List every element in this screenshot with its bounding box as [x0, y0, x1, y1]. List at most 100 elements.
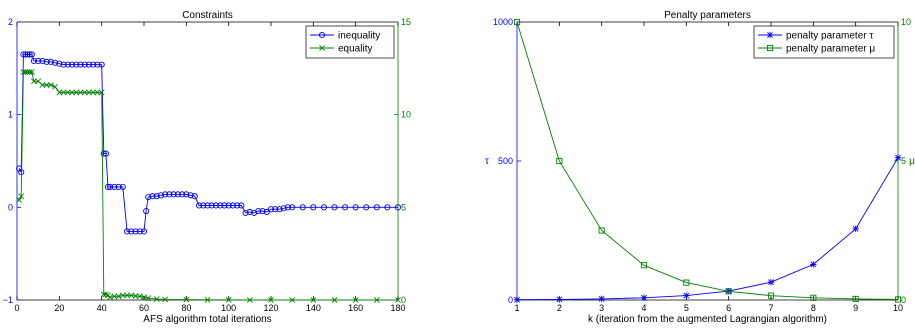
data-point [170, 191, 177, 198]
data-point [111, 293, 118, 300]
data-point [217, 202, 224, 209]
marker-stroke [289, 297, 296, 303]
data-point [68, 61, 76, 68]
marker-stroke [56, 89, 63, 96]
data-point [212, 202, 220, 209]
data-point [195, 202, 203, 209]
data-point [894, 154, 902, 161]
data-point [153, 296, 160, 302]
data-point [640, 294, 648, 301]
marker-stroke [31, 78, 37, 85]
data-point [20, 51, 27, 58]
marker-stroke [18, 193, 25, 200]
data-point [363, 204, 370, 211]
legend: penalty parameter τ penalty parameter μ [753, 25, 895, 59]
y-tick-label: 500 [498, 156, 513, 166]
data-point [852, 225, 859, 233]
constraints-chart: 0 20 40 60 80 100 120 140 160 180−1012051015Const… [3, 10, 411, 325]
plot-area [517, 22, 898, 300]
x-tick-label: 20 [54, 303, 64, 313]
marker-stroke [119, 292, 126, 299]
data-point [132, 228, 139, 235]
data-point [104, 183, 112, 190]
data-point [153, 193, 160, 200]
data-point [30, 57, 37, 64]
marker-stroke [352, 297, 359, 303]
marker-stroke [39, 82, 46, 88]
series-line [18, 53, 398, 232]
data-point [234, 202, 241, 209]
y-tick-label: 0 [508, 295, 513, 305]
marker-stroke [98, 89, 105, 96]
y-right-tick-label: 5 [401, 202, 406, 212]
legend-box [305, 25, 395, 59]
data-point [289, 297, 296, 303]
data-point [310, 297, 317, 303]
data-point [513, 296, 521, 303]
data-point [191, 193, 198, 200]
data-point [98, 89, 105, 96]
data-point [394, 204, 402, 211]
data-point [39, 82, 46, 88]
data-point [331, 297, 338, 303]
data-point [255, 207, 262, 215]
data-point [242, 209, 249, 216]
data-point [276, 206, 283, 213]
legend-label: penalty parameter τ [786, 31, 873, 42]
data-point [320, 204, 327, 211]
data-point [47, 58, 54, 65]
series-line [516, 157, 899, 301]
data-point [43, 58, 50, 65]
legend-marker [318, 31, 326, 39]
data-point [56, 89, 63, 96]
data-point [20, 69, 27, 75]
data-point [187, 192, 194, 199]
marker-stroke [86, 89, 92, 96]
data-point [56, 60, 63, 67]
data-point [28, 69, 35, 75]
x-tick-label: 160 [348, 303, 363, 313]
x-tick-label: 0 [14, 303, 19, 313]
data-point [77, 89, 84, 96]
data-point [395, 297, 401, 303]
marker-stroke [268, 297, 274, 303]
y-tick-label: 1 [8, 110, 13, 120]
data-point [284, 204, 291, 211]
x-tick-label: 1 [514, 303, 519, 313]
series-penalty-parameter-τ [513, 154, 902, 303]
data-point [373, 297, 380, 303]
x-tick-label: 180 [390, 303, 405, 313]
x-tick-label: 7 [768, 303, 773, 313]
data-point [289, 204, 296, 211]
data-point [143, 207, 150, 215]
marker-stroke [246, 297, 253, 303]
data-point [26, 51, 33, 58]
x-tick-label: 6 [726, 303, 731, 313]
data-point [268, 297, 274, 303]
data-point [384, 204, 391, 211]
chart-title: Constraints [182, 10, 233, 21]
data-point [73, 61, 80, 68]
data-point [64, 89, 71, 96]
x-tick-label: 4 [641, 303, 646, 313]
data-point [229, 202, 236, 209]
x-axis-label: AFS algorithm total iterations [143, 314, 271, 325]
y-right-tick-label: 10 [901, 17, 911, 27]
y-tick-label: 0 [8, 202, 13, 212]
marker-stroke [77, 89, 84, 96]
y-right-tick-label: 10 [401, 110, 411, 120]
marker-stroke [20, 69, 27, 75]
marker-stroke [26, 69, 33, 75]
x-tick-label: 2 [557, 303, 562, 313]
data-point [140, 228, 148, 235]
series-penalty-parameter-μ [513, 18, 902, 303]
data-point [183, 191, 190, 198]
data-point [162, 191, 169, 198]
x-tick-label: 9 [853, 303, 858, 313]
legend-label: equality [338, 44, 372, 55]
data-point [22, 69, 29, 75]
marker-stroke [373, 297, 380, 303]
chart-title: Penalty parameters [664, 10, 751, 21]
data-point [18, 193, 25, 200]
